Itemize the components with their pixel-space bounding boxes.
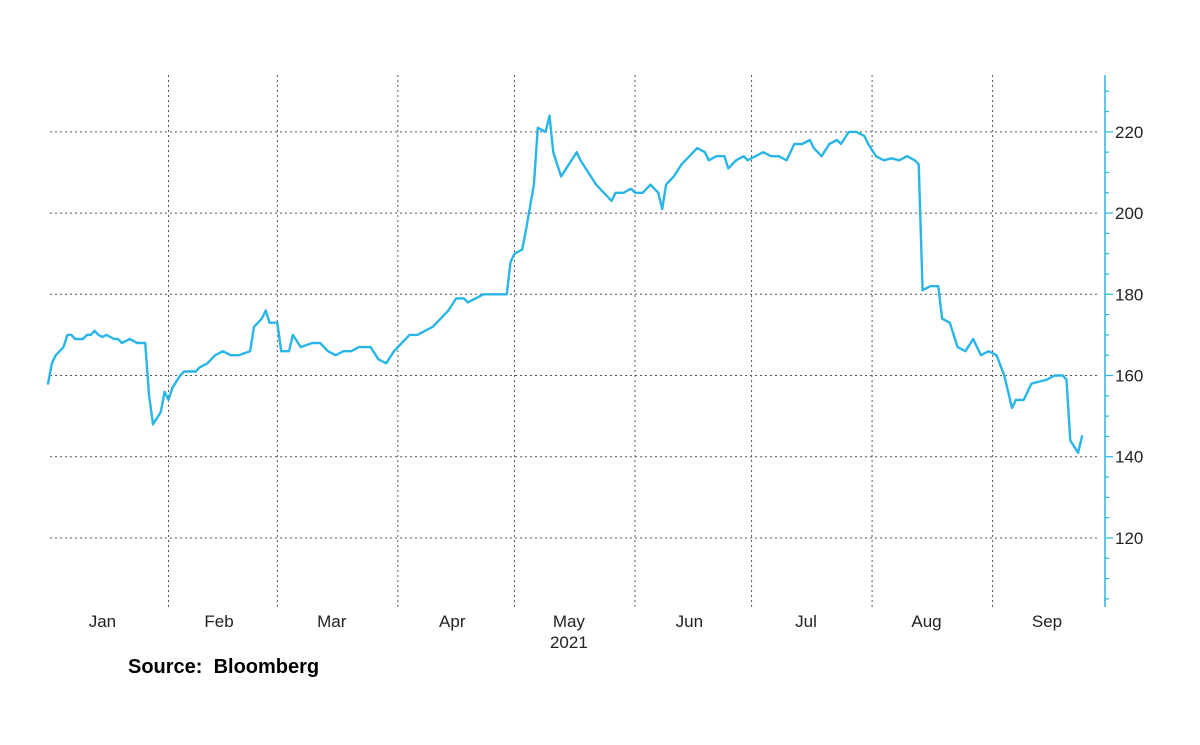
source-note: Source: Bloomberg <box>128 656 320 678</box>
y-tick-label-120: 120 <box>1115 529 1143 548</box>
y-tick-label-140: 140 <box>1115 448 1143 467</box>
x-tick-label-feb: Feb <box>204 612 233 631</box>
x-tick-label-sep: Sep <box>1032 612 1062 631</box>
x-tick-label-aug: Aug <box>911 612 941 631</box>
series-layer <box>46 114 1084 454</box>
x-year-label: 2021 <box>550 633 588 652</box>
x-tick-label-jul: Jul <box>795 612 817 631</box>
x-tick-label-jan: Jan <box>89 612 116 631</box>
grid-lines <box>50 75 1100 607</box>
axis-labels: 120 140 160 180 200 220 Jan Feb Mar Apr May Jun Jul A… <box>89 123 1144 652</box>
series-line-0 <box>46 114 1084 454</box>
y-tick-label-160: 160 <box>1115 367 1143 386</box>
x-tick-label-apr: Apr <box>439 612 466 631</box>
y-tick-label-180: 180 <box>1115 285 1143 304</box>
y-axis <box>1104 75 1113 607</box>
y-tick-label-220: 220 <box>1115 123 1143 142</box>
x-tick-label-jun: Jun <box>676 612 703 631</box>
x-tick-label-mar: Mar <box>317 612 347 631</box>
x-tick-label-may: May <box>553 612 586 631</box>
y-tick-label-200: 200 <box>1115 204 1143 223</box>
